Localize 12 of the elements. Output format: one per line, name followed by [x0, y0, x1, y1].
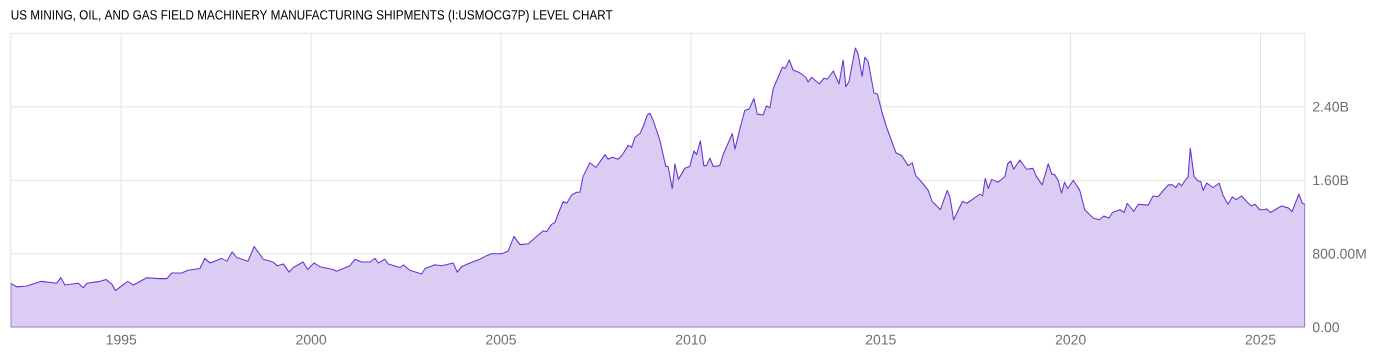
- chart-title: US MINING, OIL, AND GAS FIELD MACHINERY MANUFACTURING SHIPMENTS (I:USMOCG7P) LEVEL CHART: [11, 9, 613, 23]
- x-tick-label: 2005: [486, 334, 516, 345]
- y-tick-label: 0.00: [1312, 322, 1340, 333]
- x-tick-label: 2015: [865, 334, 896, 345]
- y-tick-label: 1.60B: [1313, 175, 1349, 186]
- y-tick-label: 2.40B: [1313, 101, 1349, 112]
- x-tick-label: 2000: [296, 334, 327, 345]
- x-tick-label: 1995: [106, 334, 137, 345]
- x-tick-label: 2010: [676, 334, 706, 345]
- y-tick-label: 800.00M: [1312, 248, 1366, 259]
- x-tick-label: 2020: [1055, 334, 1086, 345]
- x-tick-label: 2025: [1245, 334, 1276, 345]
